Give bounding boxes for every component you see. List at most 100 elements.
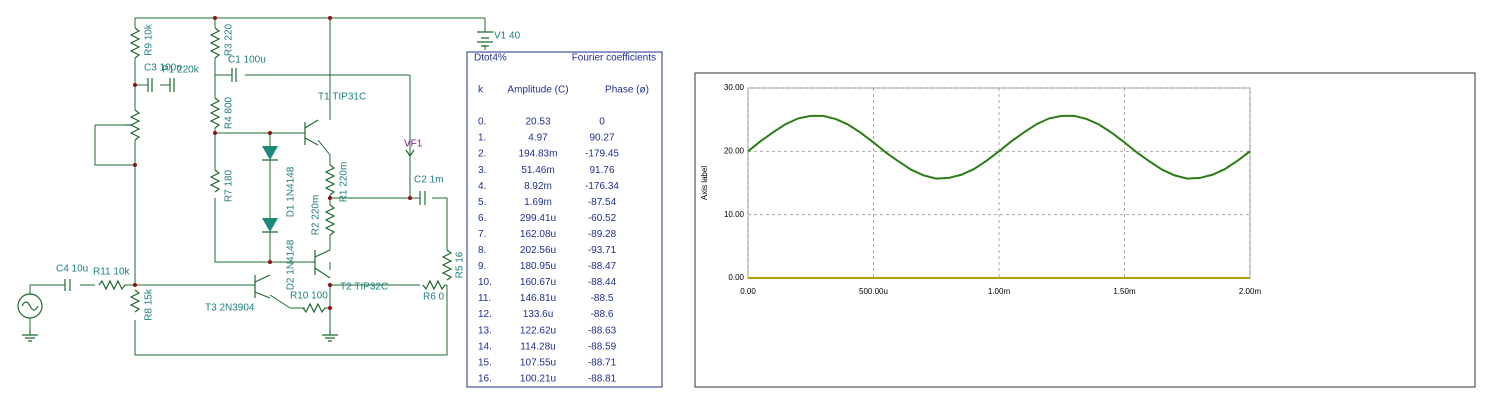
resistor: [129, 289, 141, 313]
test-point: [405, 149, 415, 158]
table-cell: -88.63: [588, 325, 617, 336]
table-cell: 180.95u: [520, 261, 556, 272]
plot-panel: Axis label 0.00 10.00 20.00 30.00 0.00 500.00…: [694, 72, 1476, 388]
diode-bar: [262, 159, 278, 233]
table-cell: -88.44: [588, 277, 617, 288]
component-label: P1 220k: [162, 65, 200, 76]
resistor: [209, 169, 221, 193]
diodes: [262, 146, 278, 233]
junction: [328, 196, 332, 200]
table-cell: 122.62u: [520, 325, 556, 336]
table-cell: 14.: [478, 341, 492, 352]
line-series: [747, 114, 1251, 180]
component-label: C2 1m: [414, 175, 443, 186]
column-header: Phase (ø): [605, 85, 649, 96]
table-cell: 299.41u: [520, 213, 556, 224]
table-cell: 12.: [478, 309, 492, 320]
table-cell: 6.: [478, 213, 486, 224]
table-cell: -88.81: [588, 373, 617, 384]
component-label: R10 100: [290, 291, 328, 302]
x-tick-label: 500.00u: [859, 287, 888, 296]
junction: [408, 196, 412, 200]
resistor: [98, 279, 126, 291]
table-cell: 0.: [478, 117, 486, 128]
component-label: R8 15k: [144, 288, 155, 321]
y-tick-label: 20.00: [724, 146, 745, 155]
junctions: [133, 16, 412, 310]
table-cell: 9.: [478, 261, 486, 272]
component-label: VF1: [404, 139, 423, 150]
ground: [22, 330, 338, 342]
table-cell: 162.08u: [520, 229, 556, 240]
table-cell: 114.28u: [520, 341, 555, 352]
component-label: R7 180: [224, 169, 235, 202]
component-label: R11 10k: [93, 267, 131, 278]
column-header: Amplitude (C): [507, 85, 568, 96]
sine-symbol: [21, 301, 39, 311]
junction: [268, 131, 272, 135]
table-cell: 160.67u: [520, 277, 556, 288]
resistor: [302, 302, 326, 314]
component-label: V1 40: [494, 31, 521, 42]
table-cell: 0: [599, 117, 605, 128]
table-cell: 91.76: [589, 165, 614, 176]
resistor: [324, 204, 336, 236]
table-cell: 15.: [478, 357, 492, 368]
table-cell: 8.92m: [524, 181, 552, 192]
component-label: C4 10u: [56, 264, 88, 275]
resistors: [98, 27, 453, 314]
table-frame: [466, 51, 663, 388]
junction: [213, 16, 217, 20]
potentiometer: [125, 109, 141, 141]
capacitors: [64, 68, 426, 291]
resistor: [324, 164, 336, 196]
x-tick-label: 1.50m: [1113, 287, 1136, 296]
table-cell: 13.: [478, 325, 492, 336]
component-label: T2 TIP32C: [340, 282, 388, 293]
table-cell: 16.: [478, 373, 492, 384]
table-cell: -179.45: [585, 149, 619, 160]
component-label: R5 16: [455, 251, 466, 278]
table-cell: 3.: [478, 165, 486, 176]
junction: [133, 163, 137, 167]
table-cell: -60.52: [588, 213, 617, 224]
x-tick-label: 0.00: [740, 287, 756, 296]
table-cell: 11.: [478, 293, 491, 304]
table-cell: -88.71: [588, 357, 617, 368]
y-tick-label: 30.00: [724, 83, 745, 92]
component-label: C1 100u: [228, 55, 266, 66]
component-label: D2 1N4148: [286, 239, 297, 290]
schematic: R9 10k C3 100n P1 220k R3 220 C1 100u T1…: [17, 16, 521, 356]
table-cell: -89.28: [588, 229, 617, 240]
table-cell: 8.: [478, 245, 486, 256]
table-cell: 51.46m: [521, 165, 554, 176]
resistor: [129, 27, 141, 59]
x-tick-label: 2.00m: [1239, 287, 1262, 296]
table-cell: 7.: [478, 229, 486, 240]
y-tick-label: 10.00: [724, 210, 745, 219]
table-cell: 146.81u: [520, 293, 556, 304]
table-cell: -87.54: [588, 197, 617, 208]
y-axis-label: Axis label: [700, 166, 709, 200]
signal-source: [17, 293, 43, 319]
table-cell: 90.27: [589, 133, 614, 144]
table-cell: 2.: [478, 149, 486, 160]
table-cell: 1.: [478, 133, 486, 144]
table-cell: 100.21u: [520, 373, 556, 384]
component-label: R1 220m: [339, 162, 350, 203]
resistor: [422, 279, 446, 291]
transistors: [254, 119, 331, 299]
x-tick-label: 1.00m: [988, 287, 1011, 296]
table-subtitle: Fourier coefficients: [572, 53, 656, 64]
component-label: D1 1N4148: [286, 166, 297, 217]
battery: [477, 31, 493, 47]
table-cell: 1.69m: [524, 197, 552, 208]
component-label: T1 TIP31C: [318, 92, 366, 103]
component-label: R9 10k: [144, 23, 155, 56]
component-label: R3 220: [224, 23, 235, 56]
junction: [133, 83, 137, 87]
junction: [328, 306, 332, 310]
table-title: Dtot4%: [474, 53, 507, 64]
table-cell: 4.: [478, 181, 486, 192]
